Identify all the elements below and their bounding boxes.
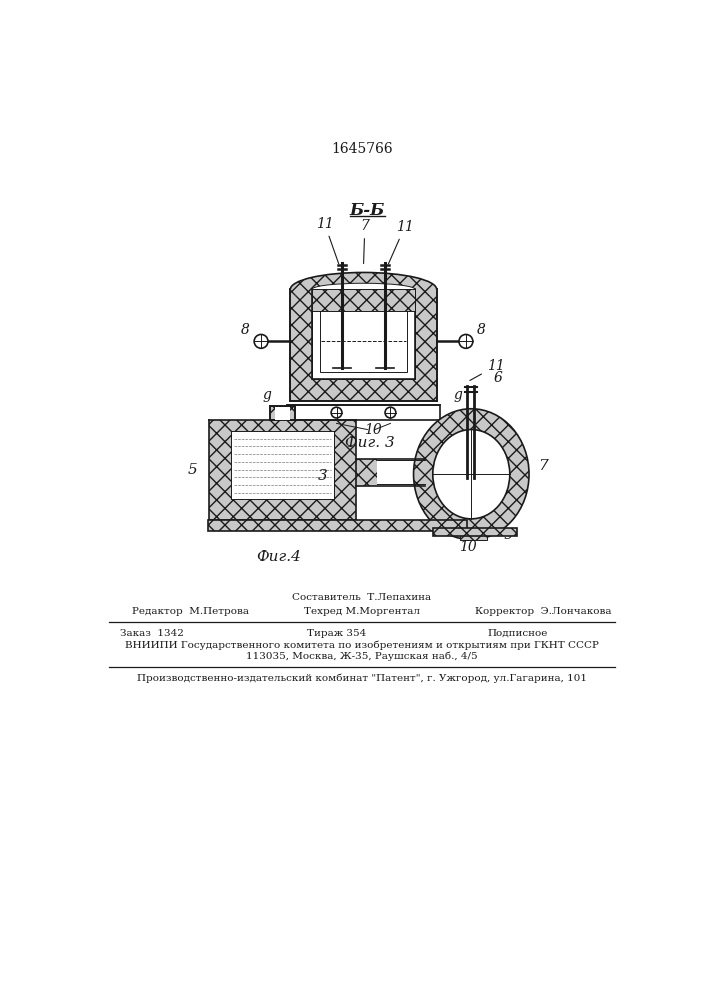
Bar	[312, 289, 415, 311]
Text: Фиг.4: Фиг.4	[257, 550, 301, 564]
Text: Б-Б: Б-Б	[350, 202, 385, 219]
Text: 7: 7	[361, 219, 369, 264]
Text: 8: 8	[477, 323, 486, 337]
Ellipse shape	[312, 283, 415, 296]
Bar	[320, 297, 407, 372]
Text: 8: 8	[241, 323, 250, 337]
Text: Заказ  1342: Заказ 1342	[119, 629, 184, 638]
Text: Редактор  М.Петрова: Редактор М.Петрова	[132, 607, 249, 616]
Text: 10: 10	[364, 423, 382, 437]
Bar	[433, 528, 518, 536]
Text: Производственно-издательский комбинат "Патент", г. Ужгород, ул.Гагарина, 101: Производственно-издательский комбинат "П…	[137, 674, 587, 683]
Text: g: g	[503, 525, 513, 539]
Bar	[208, 520, 467, 531]
Text: ВНИИПИ Государственного комитета по изобретениям и открытиям при ГКНТ СССР: ВНИИПИ Государственного комитета по изоб…	[125, 640, 599, 650]
Text: Составитель  Т.Лепахина: Составитель Т.Лепахина	[293, 593, 431, 602]
Text: 11: 11	[388, 220, 414, 264]
Circle shape	[331, 407, 342, 418]
Bar	[291, 289, 437, 401]
Ellipse shape	[433, 430, 510, 519]
Text: Корректор  Э.Лончакова: Корректор Э.Лончакова	[474, 607, 611, 616]
Ellipse shape	[414, 409, 529, 540]
Text: 5: 5	[187, 463, 197, 477]
Bar	[270, 406, 295, 420]
Bar	[209, 420, 356, 520]
Text: 1645766: 1645766	[331, 142, 393, 156]
Text: 113035, Москва, Ж-35, Раушская наб., 4/5: 113035, Москва, Ж-35, Раушская наб., 4/5	[246, 651, 478, 661]
Bar	[312, 289, 415, 379]
Text: 11: 11	[316, 217, 339, 264]
Bar	[231, 431, 334, 499]
Ellipse shape	[291, 272, 437, 306]
Text: 6: 6	[493, 371, 503, 385]
Circle shape	[254, 334, 268, 348]
Bar	[287, 405, 440, 420]
Circle shape	[459, 334, 473, 348]
Text: 3: 3	[318, 469, 327, 483]
Text: 10: 10	[459, 540, 477, 554]
Text: Подписное: Подписное	[487, 629, 548, 638]
Text: 7: 7	[538, 460, 548, 474]
Bar	[275, 406, 291, 420]
Text: Тираж 354: Тираж 354	[307, 629, 366, 638]
Text: 11: 11	[470, 359, 504, 380]
Bar	[378, 459, 425, 486]
Circle shape	[385, 407, 396, 418]
Bar	[356, 459, 425, 486]
Text: Техред М.Моргентал: Техред М.Моргентал	[304, 607, 420, 616]
Bar	[460, 531, 486, 540]
Text: g: g	[263, 388, 271, 402]
Text: g: g	[454, 388, 462, 402]
Text: Фиг. 3: Фиг. 3	[345, 436, 395, 450]
